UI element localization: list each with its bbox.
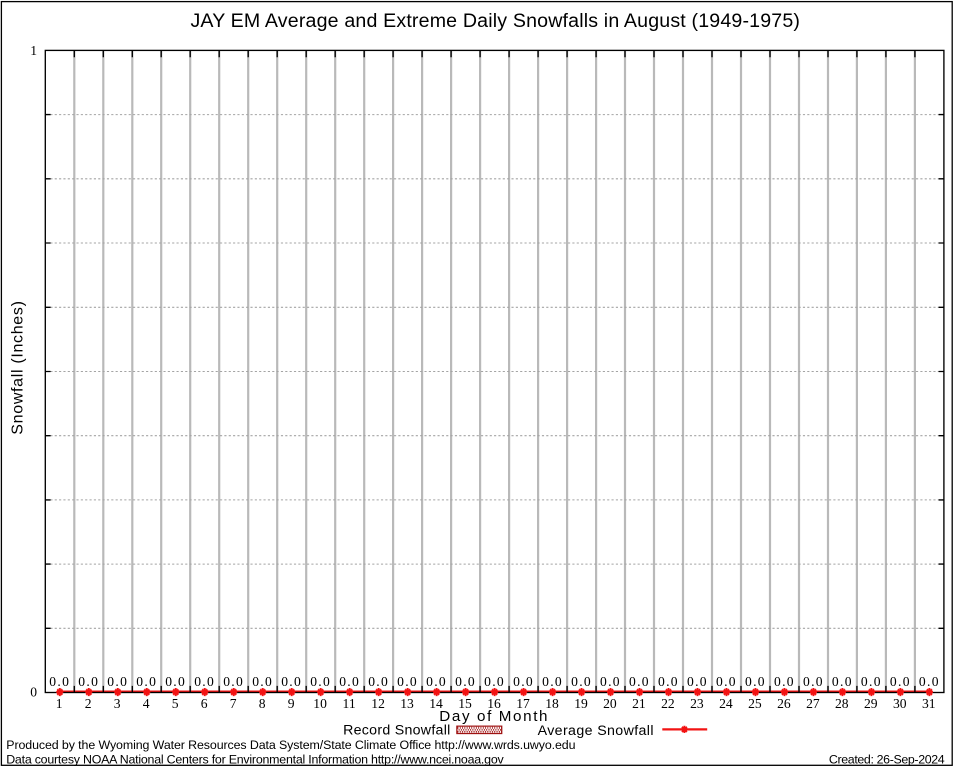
svg-text:0.0: 0.0: [252, 674, 272, 689]
svg-text:0.0: 0.0: [890, 674, 910, 689]
svg-text:Data courtesy NOAA National Ce: Data courtesy NOAA National Centers for …: [6, 752, 504, 766]
svg-text:24: 24: [719, 696, 733, 711]
svg-text:4: 4: [143, 696, 150, 711]
svg-text:0.0: 0.0: [571, 674, 591, 689]
svg-text:23: 23: [690, 696, 704, 711]
svg-text:0.0: 0.0: [281, 674, 301, 689]
svg-text:16: 16: [487, 696, 501, 711]
svg-text:28: 28: [835, 696, 849, 711]
svg-text:0.0: 0.0: [107, 674, 127, 689]
svg-text:Day of Month: Day of Month: [439, 708, 547, 725]
svg-text:13: 13: [400, 696, 414, 711]
svg-text:17: 17: [516, 696, 530, 711]
svg-text:0.0: 0.0: [803, 674, 823, 689]
svg-text:0.0: 0.0: [542, 674, 562, 689]
svg-text:29: 29: [864, 696, 878, 711]
svg-text:0.0: 0.0: [223, 674, 243, 689]
svg-text:12: 12: [371, 696, 385, 711]
svg-text:1: 1: [30, 43, 37, 58]
svg-text:Record Snowfall: Record Snowfall: [343, 723, 450, 739]
svg-text:Produced by the Wyoming Water: Produced by the Wyoming Water Resources …: [6, 738, 575, 752]
svg-text:0.0: 0.0: [745, 674, 765, 689]
svg-text:JAY EM Average and Extreme Dai: JAY EM Average and Extreme Daily Snowfal…: [190, 10, 799, 32]
svg-text:0.0: 0.0: [165, 674, 185, 689]
svg-text:7: 7: [230, 696, 237, 711]
svg-text:0.0: 0.0: [368, 674, 388, 689]
svg-text:0.0: 0.0: [339, 674, 359, 689]
svg-text:0.0: 0.0: [513, 674, 533, 689]
svg-text:15: 15: [458, 696, 472, 711]
svg-text:0.0: 0.0: [658, 674, 678, 689]
svg-text:0.0: 0.0: [194, 674, 214, 689]
svg-text:0.0: 0.0: [78, 674, 98, 689]
svg-text:14: 14: [429, 696, 443, 711]
svg-text:6: 6: [201, 696, 208, 711]
svg-text:0.0: 0.0: [484, 674, 504, 689]
svg-text:0.0: 0.0: [687, 674, 707, 689]
svg-text:0.0: 0.0: [455, 674, 475, 689]
svg-text:26: 26: [777, 696, 791, 711]
svg-text:0.0: 0.0: [310, 674, 330, 689]
svg-text:2: 2: [85, 696, 92, 711]
svg-text:30: 30: [893, 696, 907, 711]
svg-text:0.0: 0.0: [426, 674, 446, 689]
svg-text:11: 11: [343, 696, 356, 711]
svg-text:31: 31: [922, 696, 936, 711]
svg-text:22: 22: [661, 696, 675, 711]
svg-text:10: 10: [313, 696, 327, 711]
svg-text:0.0: 0.0: [397, 674, 417, 689]
svg-text:25: 25: [748, 696, 762, 711]
svg-text:0.0: 0.0: [774, 674, 794, 689]
svg-text:Created: 26-Sep-2024: Created: 26-Sep-2024: [829, 752, 945, 766]
svg-text:0.0: 0.0: [629, 674, 649, 689]
svg-text:20: 20: [603, 696, 617, 711]
svg-text:0.0: 0.0: [49, 674, 69, 689]
svg-text:18: 18: [545, 696, 559, 711]
svg-text:9: 9: [288, 696, 295, 711]
svg-text:0.0: 0.0: [832, 674, 852, 689]
svg-text:21: 21: [632, 696, 646, 711]
svg-text:27: 27: [806, 696, 820, 711]
svg-text:5: 5: [172, 696, 179, 711]
svg-text:0: 0: [30, 684, 37, 699]
svg-text:0.0: 0.0: [600, 674, 620, 689]
svg-text:Average Snowfall: Average Snowfall: [538, 723, 654, 739]
svg-text:8: 8: [259, 696, 266, 711]
svg-text:1: 1: [56, 696, 63, 711]
svg-text:0.0: 0.0: [861, 674, 881, 689]
svg-text:0.0: 0.0: [919, 674, 939, 689]
svg-text:0.0: 0.0: [716, 674, 736, 689]
svg-text:Snowfall (Inches): Snowfall (Inches): [9, 301, 26, 435]
svg-text:19: 19: [574, 696, 588, 711]
svg-text:3: 3: [114, 696, 121, 711]
svg-text:0.0: 0.0: [136, 674, 156, 689]
